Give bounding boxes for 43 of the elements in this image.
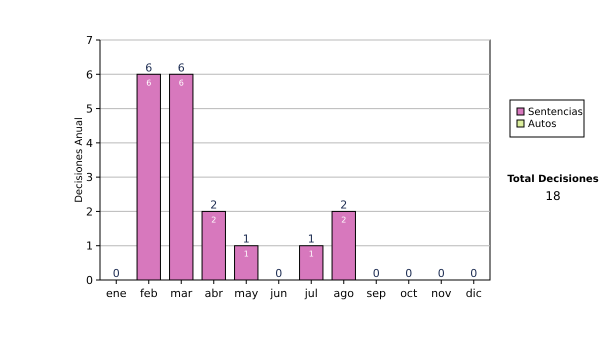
legend-label: Sentencias [528, 107, 583, 118]
total-label: 1 [242, 232, 250, 246]
y-tick-label: 2 [86, 205, 93, 218]
legend-label: Autos [528, 119, 556, 130]
total-label: 0 [275, 267, 282, 280]
total-label: 0 [112, 267, 120, 280]
data-label: 1 [244, 250, 249, 259]
text: 18 [545, 189, 561, 203]
x-tick-label: feb [140, 287, 158, 300]
x-tick-label: dic [466, 287, 482, 300]
data-label: 2 [341, 215, 346, 224]
total-label: 0 [438, 267, 445, 280]
y-tick-label: 4 [86, 136, 93, 150]
data-label: 2 [211, 215, 216, 224]
y-tick-label: 3 [86, 171, 93, 184]
x-tick-label: jul [304, 287, 318, 300]
x-tick-label: jun [269, 287, 288, 300]
total-label: 2 [210, 198, 218, 212]
x-tick-label: sep [366, 287, 386, 300]
y-tick-label: 7 [86, 34, 93, 47]
y-axis-title: Decisiones Anual [74, 117, 85, 203]
x-tick-label: mar [170, 287, 193, 300]
x-tick-label: may [234, 287, 259, 300]
x-tick-label: oct [400, 287, 418, 300]
total-label: 0 [405, 267, 412, 280]
total-label: 6 [178, 61, 185, 74]
y-tick-label: 5 [86, 102, 93, 116]
y-tick-label: 1 [86, 240, 93, 253]
text: Total Decisiones [507, 174, 599, 185]
total-label: 1 [308, 232, 315, 246]
data-label: 6 [146, 78, 152, 88]
x-tick-label: ago [334, 287, 354, 300]
data-label: 1 [308, 250, 314, 259]
total-label: 6 [145, 61, 152, 74]
x-tick-label: abr [204, 287, 224, 300]
total-label: 0 [372, 267, 380, 280]
data-label: 6 [178, 78, 184, 88]
x-tick-label: ene [106, 287, 127, 300]
y-tick-label: 0 [86, 274, 93, 287]
total-label: 2 [340, 198, 348, 212]
total-label: 0 [470, 267, 478, 280]
y-tick-label: 6 [86, 68, 93, 82]
x-tick-label: nov [431, 287, 452, 300]
